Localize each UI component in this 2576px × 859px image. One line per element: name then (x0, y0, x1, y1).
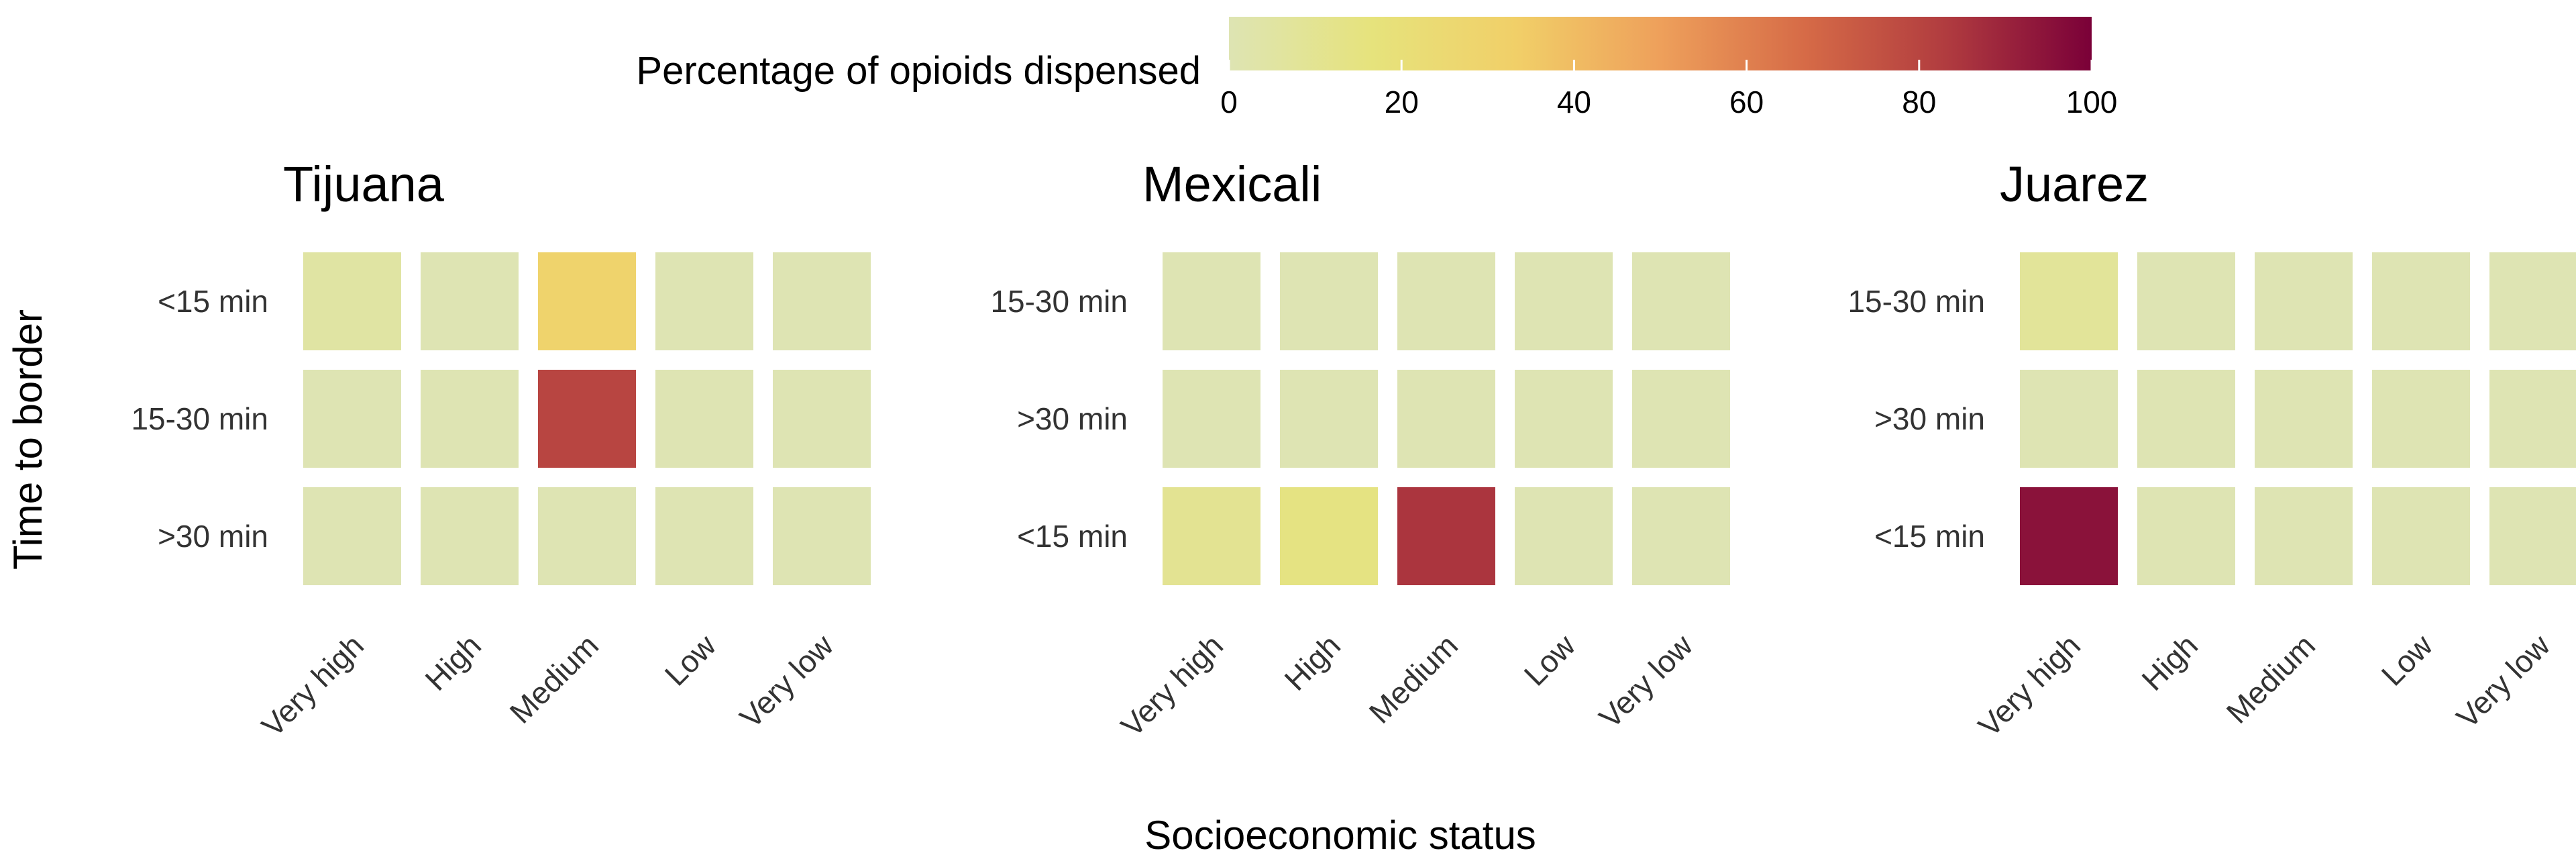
heatmap-cell (2372, 252, 2470, 350)
heatmap-cell (1397, 370, 1495, 468)
column-label: High (2135, 627, 2204, 697)
panel-title: Mexicali (1142, 156, 1322, 212)
heatmap-cell (421, 252, 519, 350)
heatmap-cell (1515, 370, 1613, 468)
heatmap-cell (2255, 487, 2353, 585)
heatmap-cell (421, 487, 519, 585)
heatmap-cell (2137, 252, 2235, 350)
heatmap-cell (2489, 252, 2576, 350)
heatmap-cell (2020, 252, 2118, 350)
heatmap-cell (1397, 487, 1495, 585)
column-label: Very low (733, 627, 840, 735)
heatmap-cell (538, 487, 636, 585)
heatmap-cell (1280, 370, 1378, 468)
column-label: Low (658, 627, 723, 693)
legend: Percentage of opioids dispensed 0 20 40 60 8… (636, 17, 2117, 119)
colorbar-tick-label: 20 (1385, 85, 1419, 119)
heatmap-cell (655, 487, 753, 585)
row-label: <15 min (1017, 519, 1128, 554)
heatmap-cell (2255, 252, 2353, 350)
colorbar-ticks: 0 20 40 60 80 100 (1220, 60, 2117, 119)
heatmap-cell (2489, 370, 2576, 468)
panel-title: Juarez (2000, 156, 2149, 212)
heatmap-cell (655, 370, 753, 468)
row-label: 15-30 min (131, 401, 268, 436)
heatmap-cell (1280, 252, 1378, 350)
row-label: <15 min (158, 284, 268, 319)
heatmap-cell (1163, 252, 1260, 350)
panel-mexicali: Mexicali 15-30 min >30 min <15 min Very high… (990, 156, 1730, 744)
heatmap-cell (303, 252, 401, 350)
panel-juarez: Juarez 15-30 min >30 min <15 min Very high Hi… (1847, 156, 2576, 744)
column-label: Medium (1362, 627, 1464, 729)
heatmap-cell (1280, 487, 1378, 585)
heatmap-cell (1163, 487, 1260, 585)
heatmap-cell (1515, 487, 1613, 585)
heatmap-cell (773, 370, 871, 468)
column-label: Medium (503, 627, 605, 729)
column-label: Very low (2449, 627, 2557, 735)
column-label: Low (2375, 627, 2440, 693)
heatmap-cell (303, 370, 401, 468)
heatmap-cell (2372, 370, 2470, 468)
heatmap-cell (1632, 370, 1730, 468)
colorbar-tick-label: 60 (1729, 85, 1764, 119)
column-label: High (418, 627, 488, 697)
heatmap-cell (2020, 487, 2118, 585)
panels: Tijuana <15 min 15-30 min >30 min Very high H… (131, 156, 2576, 744)
column-label: Very low (1592, 627, 1699, 735)
heatmap-cell (2137, 487, 2235, 585)
colorbar-tick-label: 80 (1902, 85, 1936, 119)
row-label: >30 min (1874, 401, 1985, 436)
column-label: Medium (2220, 627, 2322, 729)
heatmap-cell (538, 370, 636, 468)
column-label: High (1277, 627, 1347, 697)
column-label: Low (1517, 627, 1582, 693)
row-label: 15-30 min (990, 284, 1128, 319)
panel-tijuana: Tijuana <15 min 15-30 min >30 min Very high H… (131, 156, 871, 744)
colorbar (1229, 17, 2092, 70)
heatmap-cell (1632, 252, 1730, 350)
colorbar-tick-label: 40 (1557, 85, 1591, 119)
heatmap-cell (538, 252, 636, 350)
colorbar-tick-label: 0 (1220, 85, 1238, 119)
heatmap-cell (2020, 370, 2118, 468)
heatmap-cell (655, 252, 753, 350)
row-label: >30 min (158, 519, 268, 554)
x-axis-title: Socioeconomic status (1144, 813, 1536, 858)
heatmap-cell (1163, 370, 1260, 468)
heatmap-cell (1397, 252, 1495, 350)
heatmap-cell (421, 370, 519, 468)
column-label: Very high (1114, 627, 1230, 743)
heatmap-cell (2489, 487, 2576, 585)
heatmap-cell (1632, 487, 1730, 585)
legend-title: Percentage of opioids dispensed (636, 49, 1201, 93)
heatmap-cell (1515, 252, 1613, 350)
column-label: Very high (255, 627, 370, 743)
heatmap-cell (773, 487, 871, 585)
row-label: <15 min (1874, 519, 1985, 554)
heatmap-cell (2372, 487, 2470, 585)
column-label: Very high (1972, 627, 2087, 743)
heatmap-cell (2255, 370, 2353, 468)
row-label: 15-30 min (1847, 284, 1985, 319)
panel-title: Tijuana (283, 156, 445, 212)
colorbar-tick-label: 100 (2066, 85, 2118, 119)
heatmap-cell (303, 487, 401, 585)
heatmap-cell (2137, 370, 2235, 468)
y-axis-title: Time to border (5, 309, 50, 570)
heatmap-cell (773, 252, 871, 350)
row-label: >30 min (1017, 401, 1128, 436)
